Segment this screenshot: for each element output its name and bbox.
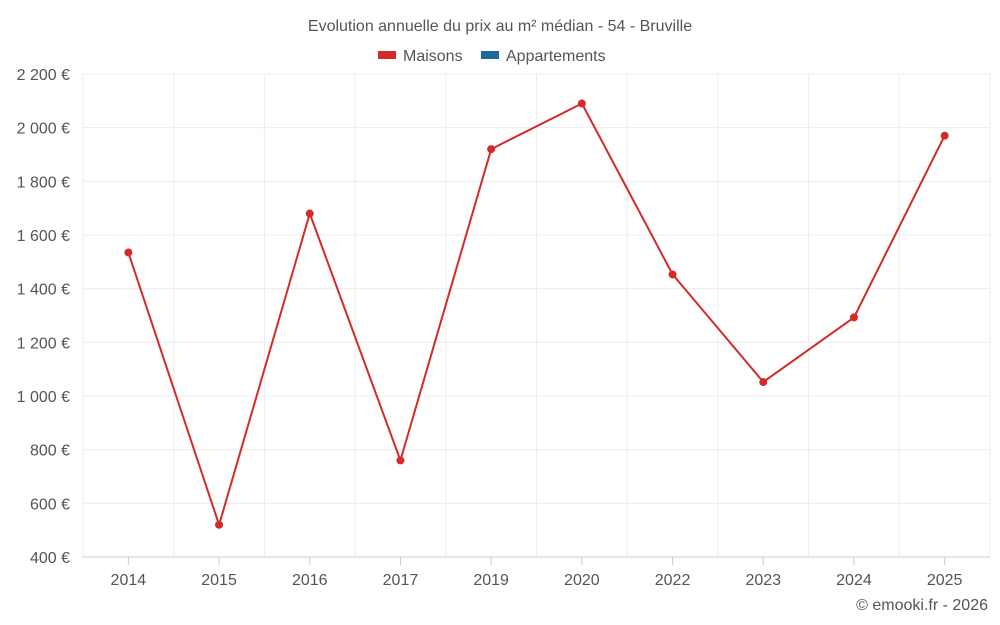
- data-point-maisons[interactable]: [215, 520, 224, 529]
- data-point-maisons[interactable]: [759, 378, 768, 387]
- y-axis: 400 € 600 € 800 € 1 000 € 1 200 € 1 400 € 1 60…: [17, 67, 70, 567]
- x-tick-label: 2025: [927, 572, 963, 589]
- x-axis: 2014 2015 2016 2017 2019 2020 2022 2023 2024 2025: [83, 556, 990, 589]
- y-tick-label: 400 €: [30, 550, 70, 567]
- data-point-maisons[interactable]: [668, 270, 677, 279]
- x-tick-label: 2024: [836, 572, 872, 589]
- data-point-maisons[interactable]: [577, 99, 586, 108]
- gridlines: [82, 73, 991, 558]
- series-line-maisons: [127, 102, 946, 526]
- credit-text: © emooki.fr - 2026: [856, 597, 988, 614]
- x-tick-label: 2020: [564, 572, 600, 589]
- y-tick-label: 800 €: [30, 443, 70, 460]
- legend-item-maisons[interactable]: Maisons: [378, 48, 463, 65]
- y-tick-label: 1 200 €: [17, 335, 70, 352]
- legend-swatch-appartements: [481, 51, 499, 59]
- legend-item-appartements[interactable]: Appartements: [481, 48, 606, 65]
- y-tick-label: 1 800 €: [17, 174, 70, 191]
- data-point-maisons[interactable]: [849, 313, 858, 322]
- data-point-maisons[interactable]: [487, 145, 496, 154]
- legend-label-appartements: Appartements: [506, 48, 606, 65]
- series-maisons: [124, 99, 949, 529]
- x-tick-label: 2023: [745, 572, 781, 589]
- data-point-maisons[interactable]: [396, 456, 405, 465]
- x-tick-label: 2016: [292, 572, 328, 589]
- x-tick-label: 2015: [201, 572, 237, 589]
- legend: Maisons Appartements: [378, 48, 606, 65]
- legend-swatch-maisons: [378, 51, 396, 59]
- y-tick-label: 1 400 €: [17, 282, 70, 299]
- y-tick-label: 2 000 €: [17, 121, 70, 138]
- legend-label-maisons: Maisons: [403, 48, 463, 65]
- data-point-maisons[interactable]: [940, 131, 949, 140]
- y-tick-label: 2 200 €: [17, 67, 70, 84]
- x-tick-label: 2022: [655, 572, 691, 589]
- data-point-maisons[interactable]: [305, 209, 314, 218]
- y-tick-label: 600 €: [30, 496, 70, 513]
- y-tick-label: 1 000 €: [17, 389, 70, 406]
- y-tick-label: 1 600 €: [17, 228, 70, 245]
- chart-title: Evolution annuelle du prix au m² médian …: [308, 18, 692, 35]
- x-tick-label: 2019: [473, 572, 509, 589]
- x-tick-label: 2017: [383, 572, 419, 589]
- data-point-maisons[interactable]: [124, 248, 133, 257]
- x-tick-label: 2014: [111, 572, 147, 589]
